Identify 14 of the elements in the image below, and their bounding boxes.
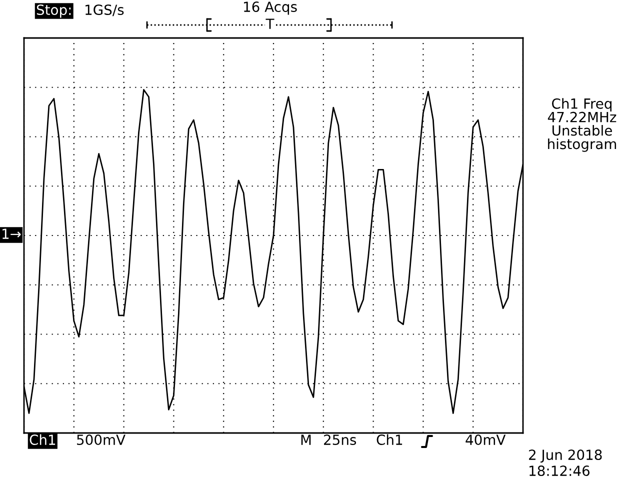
text: T <box>266 18 274 29</box>
text: 500mV <box>77 434 126 446</box>
text: M <box>301 434 311 445</box>
text: Ch1 <box>30 434 56 446</box>
text: 25ns <box>324 434 356 446</box>
text: Ch1 Freq 47.22MHz Unstable histogram <box>548 98 616 152</box>
text: 1GS/s <box>86 4 124 16</box>
text: Ch1 <box>376 434 402 446</box>
text: 1→ <box>2 228 21 239</box>
text: Stop: <box>36 4 71 18</box>
text: 16 Acqs <box>244 2 297 15</box>
text: 40mV <box>466 434 506 446</box>
text: 18:12:46 <box>530 466 590 476</box>
text: 2 Jun 2018 <box>529 450 602 463</box>
